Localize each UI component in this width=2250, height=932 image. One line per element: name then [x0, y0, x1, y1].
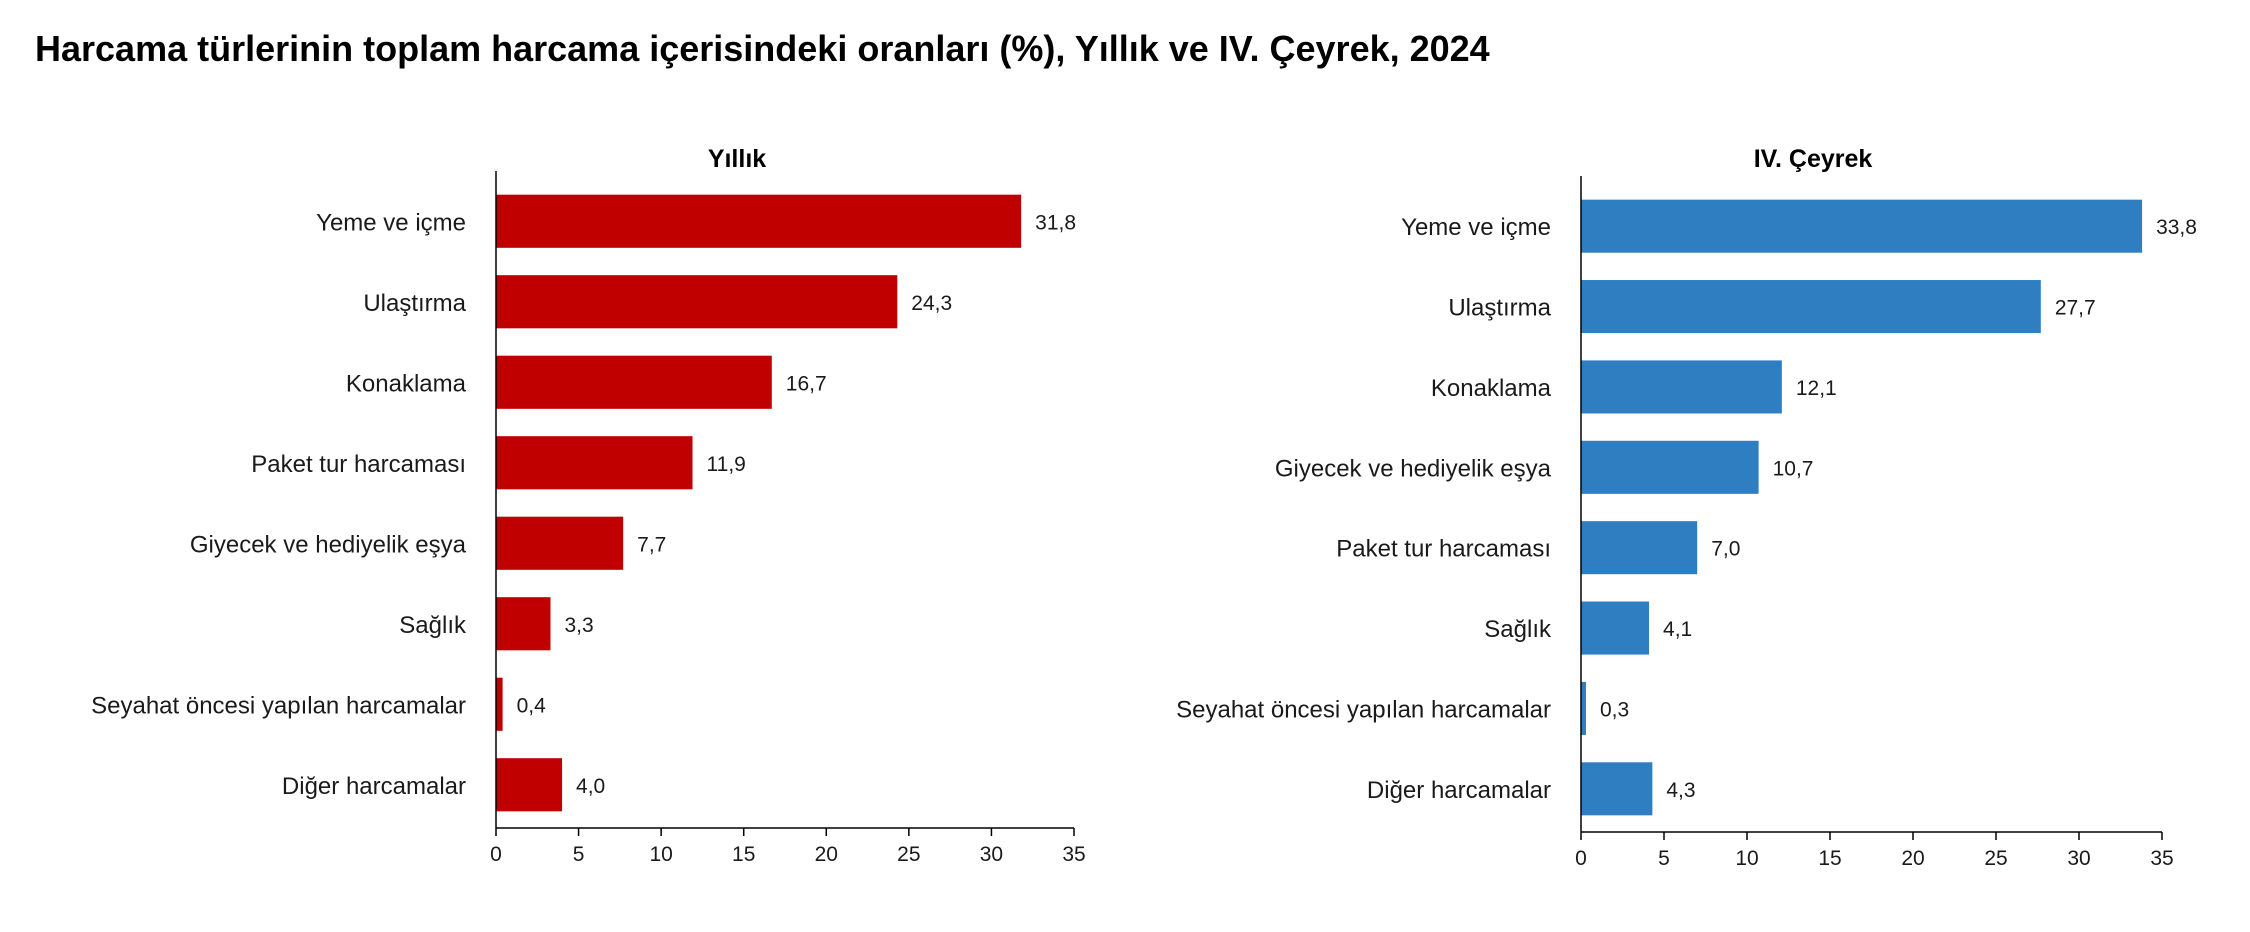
annual-bar — [496, 436, 693, 490]
q4-value-label: 0,3 — [1600, 698, 1629, 721]
annual-category-label: Sağlık — [399, 612, 467, 639]
q4-category-label: Diğer harcamalar — [1367, 777, 1551, 804]
annual-x-tick-label: 20 — [815, 843, 838, 866]
q4-bar — [1581, 521, 1698, 575]
annual-category-label: Giyecek ve hediyelik eşya — [190, 531, 467, 558]
q4-bar — [1581, 601, 1650, 655]
q4-value-label: 33,8 — [2156, 216, 2197, 239]
q4-value-label: 12,1 — [1796, 377, 1837, 400]
annual-x-tick-label: 30 — [980, 843, 1003, 866]
q4-value-label: 10,7 — [1773, 457, 1814, 480]
q4-bar — [1581, 762, 1653, 816]
annual-bar — [496, 355, 772, 409]
q4-x-tick-label: 5 — [1658, 847, 1670, 870]
annual-x-tick-label: 25 — [897, 843, 920, 866]
q4-bar — [1581, 440, 1759, 494]
q4-value-label: 27,7 — [2055, 297, 2096, 320]
annual-x-tick-label: 0 — [490, 843, 502, 866]
annual-bar — [496, 758, 563, 812]
q4-value-label: 7,0 — [1711, 538, 1740, 561]
q4-chart-title: IV. Çeyrek — [1754, 145, 1873, 173]
q4-category-label: Konaklama — [1431, 375, 1552, 402]
annual-x-tick-label: 10 — [649, 843, 672, 866]
annual-bar — [496, 597, 551, 651]
annual-x-tick-label: 15 — [732, 843, 755, 866]
q4-bar — [1581, 199, 2143, 253]
q4-x-tick-label: 15 — [1818, 847, 1841, 870]
q4-category-label: Ulaştırma — [1448, 295, 1551, 322]
annual-value-label: 31,8 — [1035, 211, 1076, 234]
annual-chart-title: Yıllık — [708, 145, 766, 173]
annual-value-label: 24,3 — [911, 292, 952, 315]
q4-category-label: Seyahat öncesi yapılan harcamalar — [1176, 696, 1551, 723]
annual-bar — [496, 677, 503, 731]
q4-category-label: Sağlık — [1484, 616, 1552, 643]
annual-category-label: Konaklama — [346, 370, 467, 397]
annual-x-tick-label: 5 — [573, 843, 585, 866]
annual-category-label: Diğer harcamalar — [282, 773, 466, 800]
q4-bar — [1581, 681, 1586, 735]
annual-x-tick-label: 35 — [1062, 843, 1085, 866]
annual-category-label: Seyahat öncesi yapılan harcamalar — [91, 692, 466, 719]
annual-value-label: 0,4 — [517, 694, 547, 717]
annual-bar-chart: Yıllık Yeme ve içme 31,8 Ulaştırma 24,3 Konak… — [91, 145, 1086, 866]
q4-x-tick-label: 30 — [2067, 847, 2090, 870]
annual-value-label: 7,7 — [637, 533, 666, 556]
annual-value-label: 4,0 — [576, 775, 605, 798]
annual-category-label: Paket tur harcaması — [251, 451, 466, 478]
q4-x-tick-label: 10 — [1735, 847, 1758, 870]
page-title: Harcama türlerinin toplam harcama içeris… — [35, 28, 1490, 69]
q4-value-label: 4,3 — [1666, 779, 1695, 802]
q4-category-label: Paket tur harcaması — [1336, 536, 1551, 563]
annual-value-label: 16,7 — [786, 372, 827, 395]
annual-category-label: Yeme ve içme — [316, 209, 466, 236]
annual-value-label: 11,9 — [707, 453, 746, 476]
q4-bar-chart: IV. Çeyrek Yeme ve içme 33,8 Ulaştırma 27,7 K… — [1176, 145, 2197, 870]
q4-x-tick-label: 35 — [2150, 847, 2173, 870]
annual-bar — [496, 275, 898, 329]
q4-x-tick-label: 20 — [1901, 847, 1924, 870]
annual-bar — [496, 516, 624, 570]
q4-category-label: Giyecek ve hediyelik eşya — [1275, 455, 1552, 482]
q4-value-label: 4,1 — [1663, 618, 1692, 641]
q4-bar — [1581, 360, 1782, 414]
annual-value-label: 3,3 — [564, 614, 593, 637]
annual-category-label: Ulaştırma — [363, 290, 466, 317]
q4-bar — [1581, 280, 2041, 334]
q4-x-tick-label: 0 — [1575, 847, 1587, 870]
q4-category-label: Yeme ve içme — [1401, 214, 1551, 241]
annual-bar — [496, 194, 1022, 248]
q4-x-tick-label: 25 — [1984, 847, 2007, 870]
